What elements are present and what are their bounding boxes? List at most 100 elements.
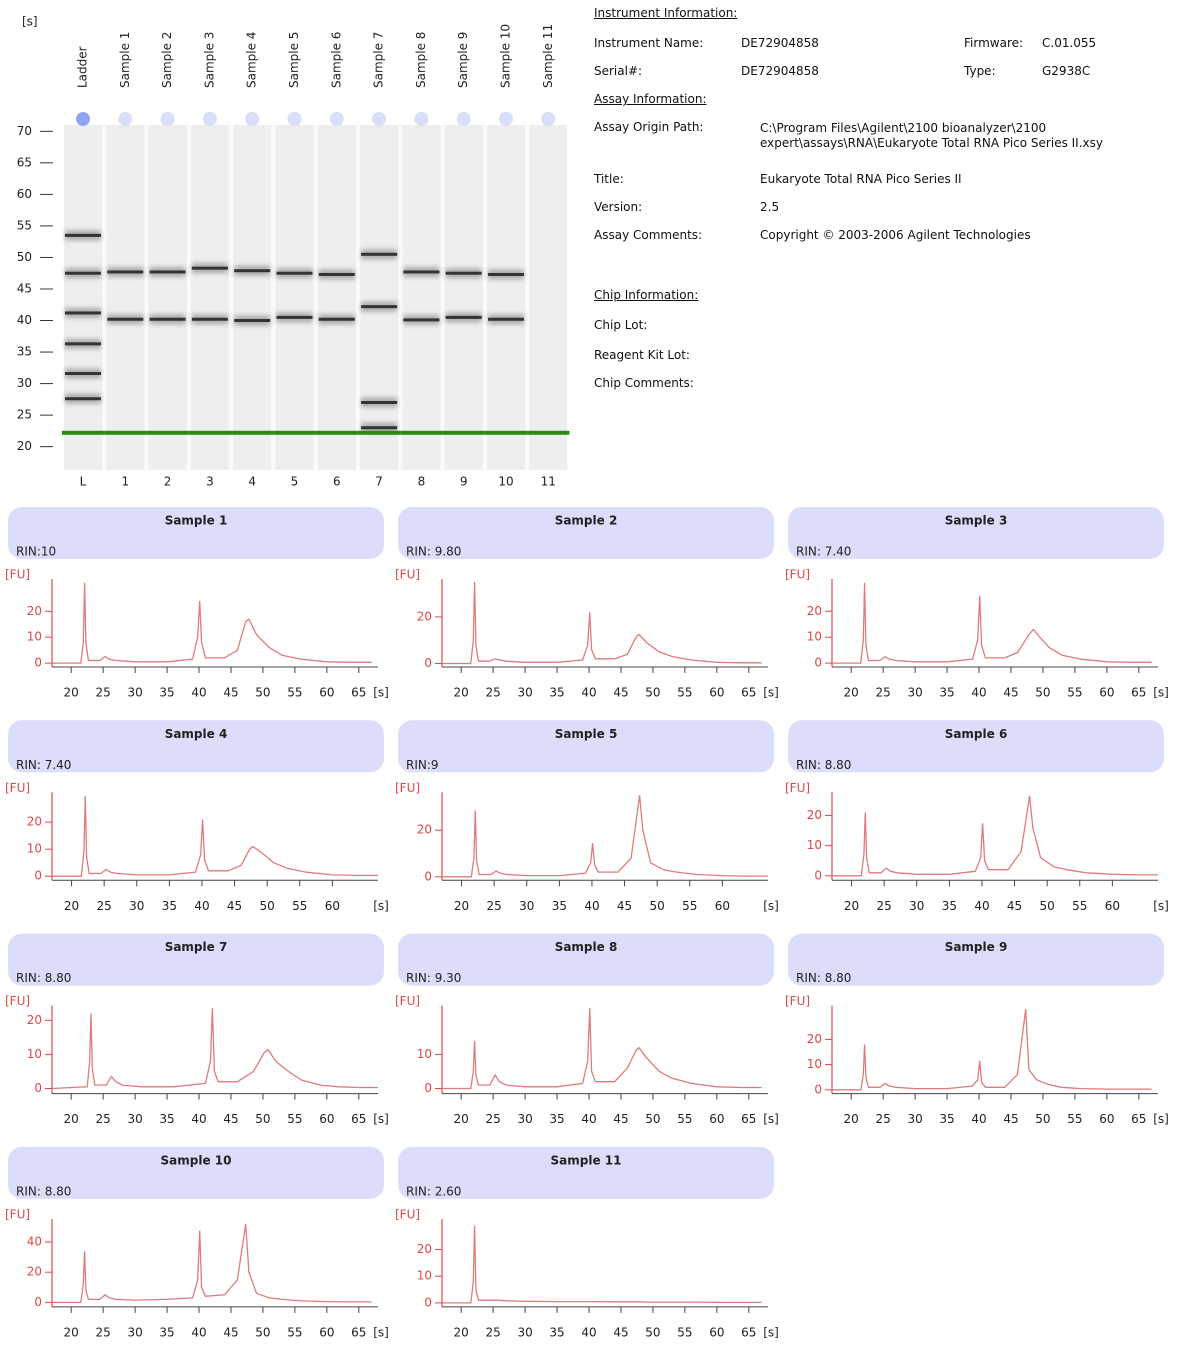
well-dot: [76, 112, 90, 126]
y-tick-label: 10: [417, 1269, 432, 1283]
band: [361, 401, 397, 404]
y-tick-label: 55: [17, 218, 32, 232]
gel-lane: [318, 125, 356, 470]
lane-label: L: [80, 475, 87, 489]
x-tick-label: 50: [1040, 899, 1055, 913]
y-axis-label: [FU]: [785, 994, 810, 1008]
lane-name: Sample 1: [118, 32, 132, 88]
field-label: Version:: [594, 200, 642, 214]
x-tick-label: 40: [581, 686, 596, 700]
lane-name: Sample 9: [456, 32, 470, 88]
lane-name: Sample 8: [414, 32, 428, 88]
x-tick-label: 40: [584, 899, 599, 913]
y-axis-label: [FU]: [395, 994, 420, 1008]
well-dot: [372, 112, 386, 126]
trace: [52, 1224, 372, 1303]
x-tick-label: 55: [677, 1325, 692, 1339]
well-dot: [288, 112, 302, 126]
field-value: G2938C: [1042, 64, 1090, 78]
lane-name: Sample 4: [245, 32, 259, 88]
band: [488, 273, 524, 276]
x-tick-label: 65: [741, 686, 756, 700]
lane-label: 9: [460, 475, 468, 489]
x-tick-label: 30: [517, 1112, 532, 1126]
y-tick-label: 0: [424, 656, 432, 670]
rin-label: RIN: 2.60: [406, 1184, 461, 1198]
charts: [s]7065605550454035302520LadderLSample 1…: [0, 0, 1177, 1347]
field-label: Chip Lot:: [594, 318, 647, 332]
x-tick-label: 65: [351, 1325, 366, 1339]
x-tick-label: 45: [613, 686, 628, 700]
panel-title: Sample 10: [161, 1153, 232, 1167]
y-tick-label: 0: [814, 1082, 822, 1096]
x-tick-label: 45: [223, 1325, 238, 1339]
field-value: C:\Program Files\Agilent\2100 bioanalyze…: [760, 121, 1160, 151]
x-tick-label: 60: [319, 1325, 334, 1339]
x-tick-label: 40: [191, 1112, 206, 1126]
x-tick-label: 20: [844, 899, 859, 913]
x-tick-label: 25: [95, 1112, 110, 1126]
gel-lane: [445, 125, 483, 470]
y-tick-label: 0: [814, 868, 822, 882]
x-tick-label: 55: [682, 899, 697, 913]
x-tick-label: 40: [194, 899, 209, 913]
x-axis-label: [s]: [1153, 1112, 1169, 1126]
field-value: DE72904858: [741, 64, 819, 78]
band: [65, 272, 101, 275]
x-tick-label: 25: [95, 686, 110, 700]
band: [192, 318, 228, 321]
band: [361, 305, 397, 308]
y-tick-label: 40: [17, 313, 32, 327]
rin-label: RIN: 9.30: [406, 971, 461, 985]
x-tick-label: 60: [715, 899, 730, 913]
x-tick-label: 45: [227, 899, 242, 913]
band: [65, 234, 101, 237]
x-tick-label: 55: [1072, 899, 1087, 913]
y-tick-label: 60: [17, 187, 32, 201]
marker-band: [104, 431, 146, 435]
x-tick-label: 20: [454, 1325, 469, 1339]
marker-band: [485, 431, 527, 435]
x-axis-label: [s]: [763, 686, 779, 700]
lane-label: 2: [164, 475, 172, 489]
band: [65, 372, 101, 375]
y-axis-label: [FU]: [5, 1207, 30, 1221]
y-axis-label: [FU]: [785, 781, 810, 795]
y-tick-label: 10: [27, 630, 42, 644]
x-tick-label: 30: [127, 1325, 142, 1339]
x-tick-label: 40: [971, 1112, 986, 1126]
well-dot: [203, 112, 217, 126]
band: [446, 316, 482, 319]
gel-lane: [276, 125, 314, 470]
well-dot: [118, 112, 132, 126]
rin-label: RIN: 7.40: [16, 758, 71, 772]
marker-band: [527, 431, 569, 435]
gel-axis-label: [s]: [22, 15, 38, 29]
section-heading: Instrument Information:: [594, 6, 737, 20]
field-label: Instrument Name:: [594, 36, 703, 50]
marker-band: [62, 431, 104, 435]
x-tick-label: 20: [64, 899, 79, 913]
lane-label: 5: [291, 475, 299, 489]
x-tick-label: 55: [1067, 686, 1082, 700]
x-tick-label: 45: [1007, 899, 1022, 913]
x-tick-label: 60: [1099, 686, 1114, 700]
x-tick-label: 65: [741, 1325, 756, 1339]
x-tick-label: 60: [709, 1112, 724, 1126]
band: [488, 318, 524, 321]
x-tick-label: 30: [907, 1112, 922, 1126]
x-tick-label: 65: [741, 1112, 756, 1126]
lane-name: Ladder: [76, 46, 90, 88]
well-dot: [541, 112, 555, 126]
band: [65, 342, 101, 345]
gel-lane: [529, 125, 567, 470]
y-tick-label: 0: [34, 1081, 42, 1095]
marker-band: [189, 431, 231, 435]
band: [65, 397, 101, 400]
y-tick-label: 20: [807, 604, 822, 618]
x-tick-label: 45: [617, 899, 632, 913]
x-tick-label: 55: [287, 686, 302, 700]
lane-label: 11: [541, 475, 556, 489]
x-tick-label: 25: [875, 1112, 890, 1126]
trace: [832, 796, 1158, 876]
